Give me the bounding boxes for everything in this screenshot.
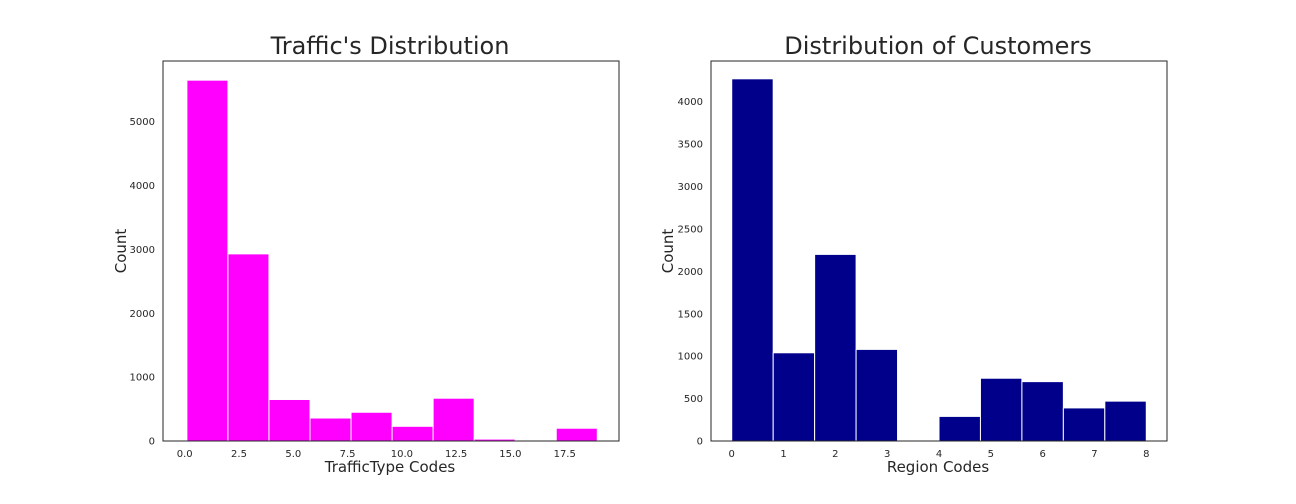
- chart-title: Distribution of Customers: [784, 32, 1092, 60]
- histogram-bar: [814, 253, 857, 442]
- y-tick-label: 2000: [130, 309, 155, 320]
- x-ticks: 0.0 2.5 5.0 7.5 10.0 12.5 15.0 17.5: [177, 449, 576, 460]
- y-tick-label: 1500: [678, 309, 703, 320]
- customers-histogram: Distribution of Customers Region Codes C…: [659, 32, 1168, 476]
- y-tick-label: 2500: [678, 224, 703, 235]
- y-tick-label: 4000: [130, 181, 155, 192]
- traffic-histogram: Traffic's Distribution TrafficType Codes…: [112, 32, 620, 476]
- histogram-bar: [309, 417, 352, 442]
- histogram-bar: [855, 348, 899, 442]
- x-tick-label: 7: [1091, 449, 1097, 460]
- histogram-bar: [938, 415, 981, 442]
- plot-frame: [710, 60, 1168, 442]
- histogram-bar: [979, 377, 1023, 442]
- y-tick-label: 1000: [678, 352, 703, 363]
- y-tick-label: 3000: [678, 182, 703, 193]
- x-tick-label: 4: [936, 449, 942, 460]
- histogram-bar: [391, 425, 434, 442]
- y-ticks: 0 1000 2000 3000 4000 5000: [130, 117, 155, 447]
- histogram-bar: [1104, 400, 1147, 442]
- y-axis-label: Count: [659, 229, 677, 274]
- y-axis-label: Count: [112, 229, 130, 274]
- x-tick-label: 5: [988, 449, 994, 460]
- y-tick-label: 1000: [130, 373, 155, 384]
- plot-frame: [162, 60, 620, 442]
- y-tick-label: 2000: [678, 267, 703, 278]
- x-tick-label: 6: [1039, 449, 1045, 460]
- y-tick-label: 5000: [130, 117, 155, 128]
- y-tick-label: 0: [149, 437, 155, 448]
- x-tick-label: 7.5: [340, 449, 356, 460]
- x-axis-label: Region Codes: [887, 458, 990, 476]
- histogram-bar: [772, 352, 816, 442]
- x-tick-label: 8: [1143, 449, 1149, 460]
- histogram-bar: [432, 397, 475, 442]
- y-ticks: 0 500 1000 1500 2000 2500 3000 3500 4000: [678, 97, 703, 447]
- x-axis-label: TrafficType Codes: [324, 458, 456, 476]
- histogram-bar: [1062, 407, 1106, 442]
- y-tick-label: 3000: [130, 245, 155, 256]
- x-tick-label: 2.5: [231, 449, 247, 460]
- x-tick-label: 0.0: [177, 449, 193, 460]
- chart-title: Traffic's Distribution: [270, 32, 510, 60]
- x-tick-label: 3: [884, 449, 890, 460]
- bars: [186, 79, 598, 442]
- x-tick-label: 2: [832, 449, 838, 460]
- y-tick-label: 3500: [678, 140, 703, 151]
- x-ticks: 0 1 2 3 4 5 6 7 8: [729, 449, 1150, 460]
- histogram-bar: [268, 398, 311, 442]
- histogram-bar: [731, 78, 774, 442]
- x-tick-label: 12.5: [445, 449, 467, 460]
- bars: [731, 78, 1147, 442]
- histogram-bar: [1021, 381, 1064, 442]
- x-tick-label: 5.0: [285, 449, 301, 460]
- y-tick-label: 500: [684, 394, 703, 405]
- y-tick-label: 0: [697, 437, 703, 448]
- histogram-bar: [186, 79, 229, 442]
- y-tick-label: 4000: [678, 97, 703, 108]
- x-tick-label: 10.0: [391, 449, 413, 460]
- x-tick-label: 1: [780, 449, 786, 460]
- histogram-bar: [555, 427, 598, 442]
- x-tick-label: 0: [729, 449, 735, 460]
- histogram-bar: [350, 411, 393, 442]
- x-tick-label: 17.5: [554, 449, 576, 460]
- histogram-bar: [227, 253, 270, 442]
- x-tick-label: 15.0: [499, 449, 521, 460]
